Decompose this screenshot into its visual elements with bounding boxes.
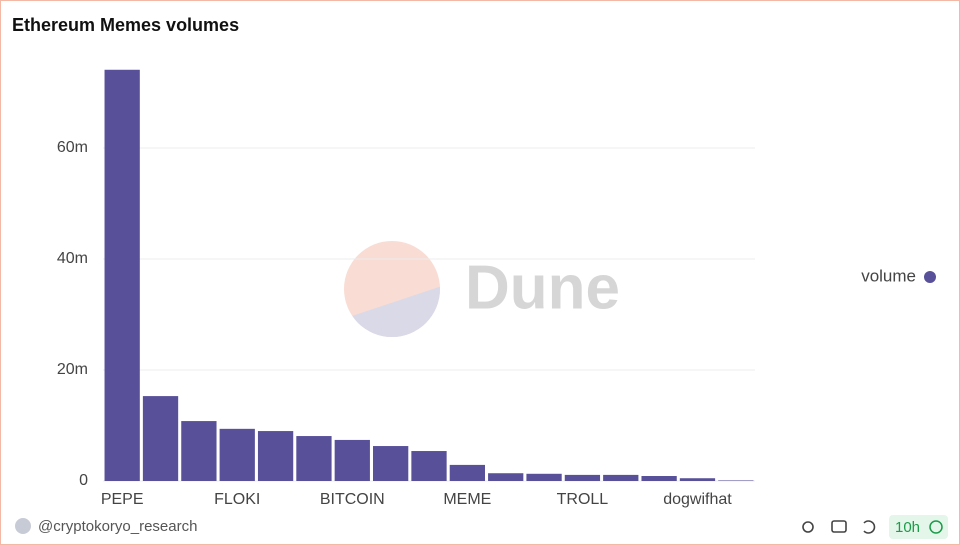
x-tick-label: MEME — [443, 491, 491, 508]
watermark-text: Dune — [465, 253, 620, 322]
bar — [679, 478, 716, 481]
bar — [564, 474, 601, 481]
bar — [526, 473, 562, 481]
check-icon — [929, 520, 943, 534]
bar — [641, 476, 677, 481]
bar — [411, 451, 447, 481]
y-tick-label: 40m — [57, 250, 88, 267]
y-tick-label: 0 — [79, 472, 88, 489]
x-tick-label: FLOKI — [214, 491, 260, 508]
camera-icon[interactable] — [831, 520, 847, 533]
bar — [488, 473, 524, 481]
footer-icons — [802, 520, 876, 534]
avatar — [15, 518, 31, 534]
y-tick-label: 60m — [57, 139, 88, 156]
x-tick-label: BITCOIN — [320, 491, 385, 508]
bar — [718, 480, 754, 481]
fork-icon[interactable] — [802, 521, 814, 533]
bar — [334, 439, 370, 481]
bar — [181, 421, 217, 481]
x-tick-label: dogwifhat — [663, 491, 732, 508]
bar — [449, 464, 485, 481]
age: 10h — [895, 519, 920, 536]
bar — [142, 396, 179, 481]
bar — [603, 474, 639, 481]
bar — [296, 436, 332, 481]
x-tick-label: PEPE — [101, 491, 144, 508]
legend-label: volume — [861, 266, 916, 285]
chart-title: Ethereum Memes volumes — [12, 15, 239, 35]
refresh-icon[interactable] — [863, 520, 876, 534]
legend-marker — [924, 271, 936, 283]
bar — [257, 431, 294, 481]
bar — [219, 428, 255, 481]
y-tick-label: 20m — [57, 361, 88, 378]
x-tick-label: TROLL — [557, 491, 609, 508]
author[interactable]: @cryptokoryo_research — [38, 518, 197, 535]
bar — [373, 446, 409, 481]
bar — [104, 69, 140, 482]
